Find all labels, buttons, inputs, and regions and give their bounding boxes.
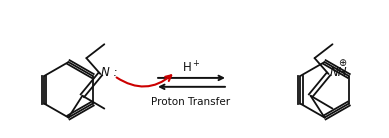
Text: N :: N :: [101, 67, 118, 79]
Text: H$^+$: H$^+$: [182, 60, 200, 76]
Text: $\oplus$: $\oplus$: [338, 57, 347, 68]
Text: Proton Transfer: Proton Transfer: [151, 97, 231, 107]
Text: NH: NH: [329, 67, 347, 79]
